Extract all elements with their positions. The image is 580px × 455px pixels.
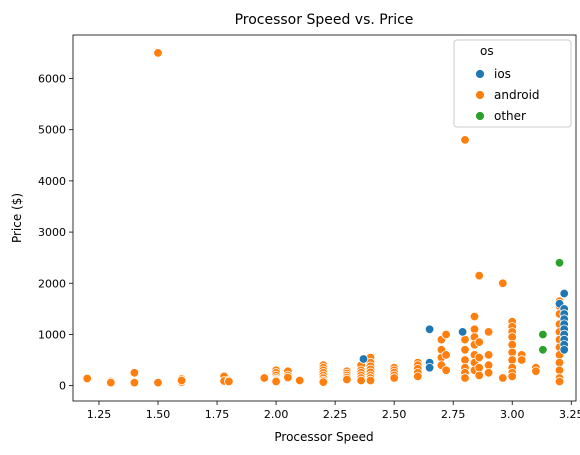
y-tick-label: 1000 [38, 328, 66, 341]
point-other-2 [554, 258, 565, 268]
plot-area-frame [72, 34, 577, 402]
legend-marker-ios [475, 69, 485, 79]
x-tick-label: 2.25 [323, 408, 348, 421]
point-android-62 [413, 371, 423, 382]
y-tick-label: 4000 [38, 175, 66, 188]
point-android-93 [498, 278, 508, 289]
point-ios-4 [457, 327, 468, 337]
point-android-25 [295, 375, 305, 386]
chart-title: Processor Speed vs. Price [235, 12, 414, 28]
point-android-57 [389, 373, 399, 383]
point-android-21 [271, 376, 281, 387]
legend-title: os [480, 44, 494, 58]
point-android-4 [129, 377, 140, 388]
legend-marker-android [475, 90, 485, 100]
x-tick-label: 2.00 [264, 408, 289, 421]
x-tick-label: 3.00 [500, 408, 525, 421]
point-android-94 [498, 373, 508, 383]
x-tick-label: 2.75 [441, 408, 466, 421]
point-android-72 [460, 345, 470, 355]
legend-label-android: android [494, 88, 540, 102]
point-android-90 [483, 350, 494, 360]
y-tick-label: 2000 [38, 277, 66, 290]
point-android-14 [259, 373, 270, 383]
point-ios-3 [424, 363, 435, 373]
point-android-24 [283, 372, 293, 383]
point-ios-6 [559, 288, 569, 299]
y-tick-label: 5000 [38, 124, 66, 137]
x-tick-label: 1.75 [205, 408, 230, 421]
point-android-44 [356, 375, 366, 386]
point-ios-0 [358, 354, 369, 364]
point-android-52 [365, 375, 376, 386]
point-android-71 [460, 334, 470, 345]
x-axis-label: Processor Speed [274, 430, 373, 444]
point-android-67 [441, 329, 451, 340]
point-ios-15 [559, 345, 569, 355]
x-tick-label: 1.25 [87, 408, 112, 421]
legend-entry-other: other [475, 109, 526, 123]
point-android-120 [554, 376, 565, 387]
legend-frame [453, 39, 572, 128]
y-axis-label: Price ($) [10, 193, 24, 243]
point-android-38 [342, 374, 352, 385]
point-android-70 [460, 135, 470, 145]
point-android-106 [517, 355, 527, 365]
x-tick-label: 1.50 [146, 408, 171, 421]
legend-label-ios: ios [494, 67, 511, 81]
point-android-5 [153, 48, 163, 58]
point-android-6 [153, 377, 163, 388]
y-tick-label: 0 [59, 380, 66, 393]
point-android-9 [176, 375, 187, 386]
series-ios [358, 288, 569, 373]
point-android-89 [483, 327, 494, 337]
point-ios-1 [424, 324, 435, 335]
point-android-84 [474, 270, 484, 281]
point-android-88 [474, 370, 484, 381]
x-tick-label: 3.25 [559, 408, 580, 421]
x-axis-ticks: 1.25 1.50 1.75 2.00 2.25 2.50 2.75 3.00 3.25 [87, 401, 580, 421]
y-axis-ticks: 0 1000 2000 3000 4000 5000 6000 [38, 73, 73, 393]
legend-entry-ios: ios [475, 67, 511, 81]
point-android-108 [531, 366, 541, 377]
point-android-2 [106, 377, 116, 388]
series-other [538, 258, 565, 355]
point-other-1 [538, 345, 548, 355]
legend-entry-android: android [475, 88, 540, 102]
y-tick-label: 6000 [38, 73, 66, 86]
points-layer [82, 48, 569, 388]
point-android-33 [318, 377, 329, 387]
legend-label-other: other [494, 109, 526, 123]
point-android-77 [469, 311, 480, 322]
point-android-68 [441, 350, 451, 360]
point-android-13 [224, 376, 234, 387]
point-android-85 [474, 337, 484, 347]
point-android-76 [460, 373, 470, 383]
point-android-104 [507, 371, 517, 382]
point-android-86 [474, 352, 484, 363]
x-tick-label: 2.50 [382, 408, 407, 421]
legend: os ios android other [453, 39, 572, 128]
legend-marker-other [475, 111, 485, 121]
point-android-3 [129, 368, 140, 378]
series-android [82, 48, 565, 388]
point-android-0 [82, 373, 92, 384]
point-android-92 [483, 368, 494, 378]
point-android-69 [441, 365, 451, 376]
point-other-0 [538, 329, 548, 340]
y-tick-label: 3000 [38, 226, 66, 239]
